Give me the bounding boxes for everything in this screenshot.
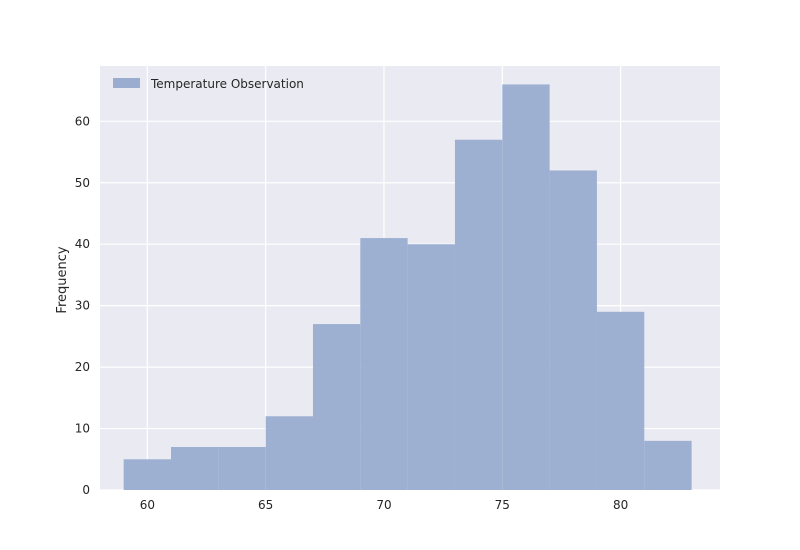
y-axis-label: Frequency [55, 246, 70, 313]
histogram-bar [265, 416, 313, 490]
y-tick-label: 50 [75, 176, 90, 190]
histogram-bar [170, 446, 219, 490]
y-tick-label: 30 [75, 299, 90, 313]
x-tick-label: 70 [376, 498, 391, 512]
x-tick-label: 80 [613, 498, 628, 512]
x-axis-ticks: 60 65 70 75 80 [140, 498, 629, 512]
y-tick-label: 60 [75, 114, 90, 128]
legend-label: Temperature Observation [150, 77, 304, 91]
y-axis-ticks: 0 10 20 30 40 50 60 [75, 114, 90, 497]
legend: Temperature Observation [113, 77, 304, 91]
y-tick-label: 20 [75, 360, 90, 374]
histogram-bar [549, 170, 597, 490]
histogram-bar [502, 84, 550, 490]
histogram-bar [644, 440, 692, 490]
x-tick-label: 65 [258, 498, 273, 512]
histogram-bars [123, 84, 692, 490]
histogram-bar [596, 311, 645, 490]
histogram-bar [218, 446, 266, 490]
histogram-bar [312, 324, 361, 490]
legend-swatch [113, 78, 140, 88]
histogram-bar [407, 244, 455, 490]
x-tick-label: 75 [495, 498, 510, 512]
histogram-bar [123, 459, 171, 490]
histogram-bar [360, 238, 408, 490]
y-tick-label: 10 [75, 422, 90, 436]
histogram-bar [454, 139, 503, 490]
x-tick-label: 60 [140, 498, 155, 512]
y-tick-label: 40 [75, 237, 90, 251]
y-tick-label: 0 [82, 483, 90, 497]
